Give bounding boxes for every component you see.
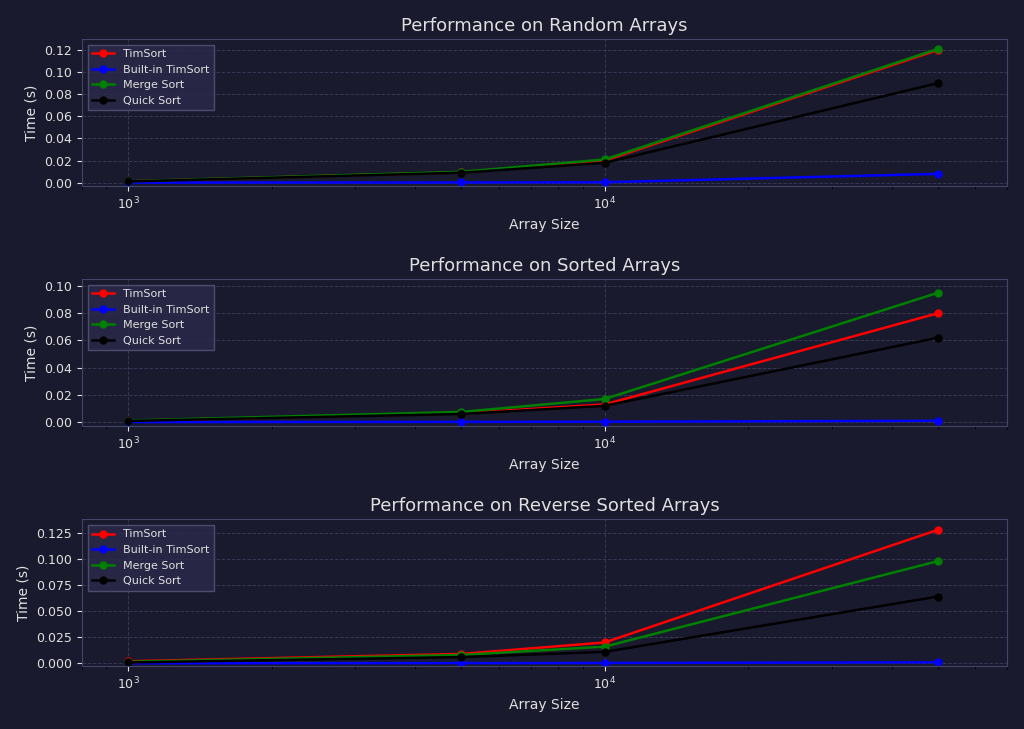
Line: Merge Sort: Merge Sort xyxy=(125,45,941,184)
TimSort xyxy=(932,309,944,318)
Merge Sort xyxy=(455,650,467,659)
Line: Built-in TimSort: Built-in TimSort xyxy=(125,417,941,426)
X-axis label: Array Size: Array Size xyxy=(509,698,580,712)
Built-in TimSort xyxy=(598,178,610,187)
TimSort xyxy=(455,168,467,176)
Built-in TimSort xyxy=(122,418,134,426)
Merge Sort xyxy=(455,168,467,176)
Legend: TimSort, Built-in TimSort, Merge Sort, Quick Sort: TimSort, Built-in TimSort, Merge Sort, Q… xyxy=(87,525,214,590)
Line: TimSort: TimSort xyxy=(125,526,941,665)
Merge Sort xyxy=(455,408,467,416)
Merge Sort xyxy=(598,155,610,164)
Quick Sort xyxy=(598,647,610,656)
Legend: TimSort, Built-in TimSort, Merge Sort, Quick Sort: TimSort, Built-in TimSort, Merge Sort, Q… xyxy=(87,285,214,351)
Quick Sort xyxy=(455,652,467,661)
Quick Sort xyxy=(932,333,944,342)
TimSort xyxy=(932,46,944,55)
X-axis label: Array Size: Array Size xyxy=(509,218,580,232)
Quick Sort xyxy=(122,658,134,667)
Line: Built-in TimSort: Built-in TimSort xyxy=(125,171,941,186)
TimSort xyxy=(598,156,610,165)
Line: Quick Sort: Quick Sort xyxy=(125,79,941,185)
Quick Sort xyxy=(122,177,134,186)
Built-in TimSort xyxy=(122,659,134,668)
Y-axis label: Time (s): Time (s) xyxy=(25,85,39,141)
Built-in TimSort xyxy=(932,416,944,425)
Built-in TimSort xyxy=(455,178,467,187)
Merge Sort xyxy=(122,416,134,425)
Quick Sort xyxy=(455,410,467,418)
Merge Sort xyxy=(122,177,134,186)
Line: Built-in TimSort: Built-in TimSort xyxy=(125,659,941,667)
TimSort xyxy=(455,409,467,418)
Quick Sort xyxy=(598,158,610,167)
TimSort xyxy=(932,526,944,534)
TimSort xyxy=(598,400,610,409)
Merge Sort xyxy=(932,557,944,566)
Line: Merge Sort: Merge Sort xyxy=(125,558,941,666)
Merge Sort xyxy=(598,394,610,403)
Title: Performance on Sorted Arrays: Performance on Sorted Arrays xyxy=(409,257,680,275)
Y-axis label: Time (s): Time (s) xyxy=(16,565,31,621)
Built-in TimSort xyxy=(598,418,610,426)
Quick Sort xyxy=(932,592,944,601)
Title: Performance on Reverse Sorted Arrays: Performance on Reverse Sorted Arrays xyxy=(370,497,720,515)
Line: Quick Sort: Quick Sort xyxy=(125,593,941,666)
Title: Performance on Random Arrays: Performance on Random Arrays xyxy=(401,17,688,35)
TimSort xyxy=(122,177,134,186)
Built-in TimSort xyxy=(455,659,467,668)
TimSort xyxy=(122,657,134,666)
TimSort xyxy=(455,650,467,658)
Built-in TimSort xyxy=(122,178,134,187)
Line: TimSort: TimSort xyxy=(125,310,941,424)
Line: TimSort: TimSort xyxy=(125,47,941,185)
Built-in TimSort xyxy=(598,658,610,667)
Line: Quick Sort: Quick Sort xyxy=(125,335,941,424)
Legend: TimSort, Built-in TimSort, Merge Sort, Quick Sort: TimSort, Built-in TimSort, Merge Sort, Q… xyxy=(87,44,214,110)
Merge Sort xyxy=(122,658,134,666)
Merge Sort xyxy=(932,44,944,53)
Quick Sort xyxy=(122,416,134,425)
Built-in TimSort xyxy=(932,658,944,666)
X-axis label: Array Size: Array Size xyxy=(509,458,580,472)
Quick Sort xyxy=(455,168,467,177)
Merge Sort xyxy=(598,642,610,651)
TimSort xyxy=(598,638,610,647)
Quick Sort xyxy=(932,79,944,87)
Line: Merge Sort: Merge Sort xyxy=(125,289,941,424)
Built-in TimSort xyxy=(932,169,944,178)
Merge Sort xyxy=(932,289,944,297)
Quick Sort xyxy=(598,402,610,410)
Built-in TimSort xyxy=(455,418,467,426)
TimSort xyxy=(122,416,134,425)
Y-axis label: Time (s): Time (s) xyxy=(25,324,39,381)
